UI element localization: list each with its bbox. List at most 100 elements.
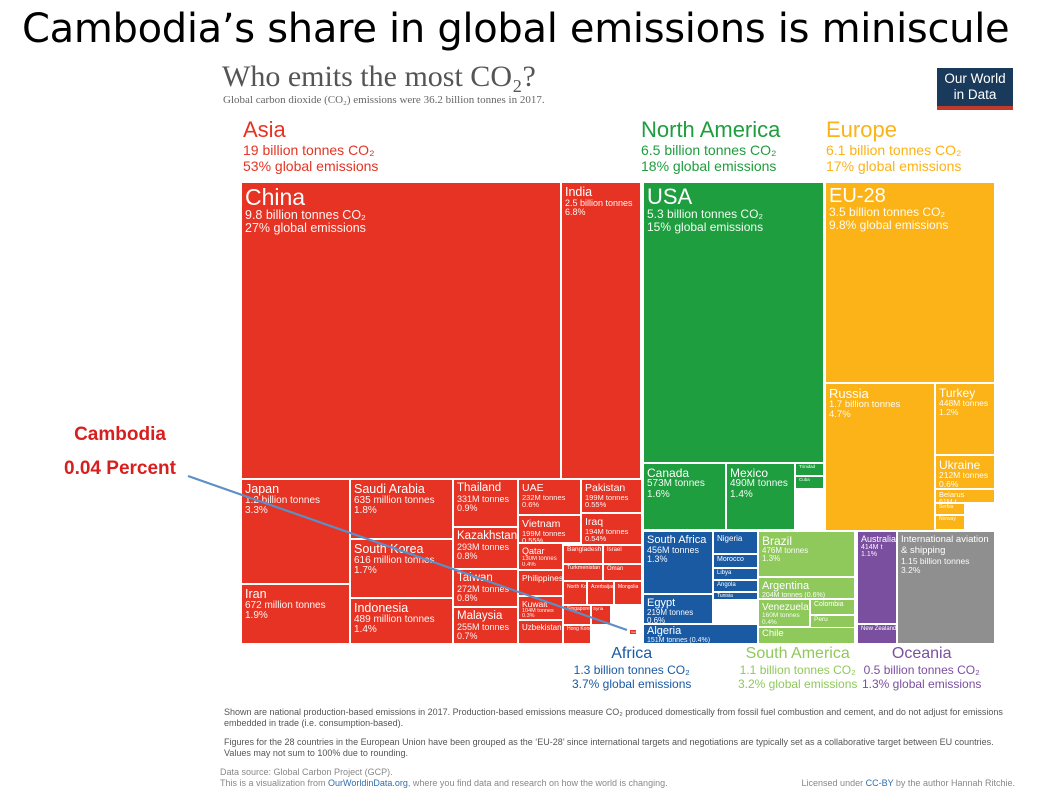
cell-value: 3.5 billion tonnes CO₂ [829, 205, 946, 219]
cell-share: 1.1% [861, 551, 877, 559]
cell-name: Malaysia [457, 610, 503, 622]
cell-share: 1.7% [354, 565, 377, 576]
cambodia-annotation: Cambodia 0.04 Percent [40, 418, 200, 486]
cell-value: 490M tonnes [730, 478, 788, 489]
license-link[interactable]: CC-BY [865, 778, 894, 788]
region-label-asia: Asia 19 billion tonnes CO₂ 53% global emis… [243, 117, 379, 175]
cell-name: EU-28 [829, 185, 886, 207]
treemap-cell-nigeria: Nigeria [713, 531, 758, 554]
region-name: Asia [243, 117, 286, 142]
cell-name: Israel [607, 547, 622, 553]
cell-name: Qatar [522, 546, 545, 556]
cell-name: Hong Kong [567, 626, 591, 632]
cell-value: 204M tonnes (0.6%) [762, 592, 826, 599]
treemap-cell-singapore: Singapore [563, 605, 591, 625]
treemap-cell-syria: Syria [591, 605, 611, 625]
cell-share: 1.4% [730, 488, 753, 500]
treemap-cell-libya: Libya [713, 568, 758, 580]
cell-name: Venezuela [762, 602, 809, 613]
license-credit: Licensed under CC-BY by the author Hanna… [802, 778, 1015, 789]
treemap-cell-morocco: Morocco [713, 554, 758, 568]
treemap-cell-cuba: Cuba [795, 476, 824, 489]
cell-value: 414M t [861, 544, 883, 551]
cell-share: 1.3% [647, 554, 668, 565]
cell-share: 1.8% [354, 505, 377, 516]
region-share: 3.7% global emissions [572, 677, 692, 691]
cell-share: 0.6% [939, 478, 959, 489]
treemap-cell-south-africa: South Africa 456M tonnes 1.3% [643, 531, 713, 594]
region-share: 53% global emissions [243, 158, 379, 174]
cell-name: Turkmenistan [567, 565, 601, 571]
cell-share: 1.2% [939, 406, 959, 417]
cell-share: 3.2% [901, 564, 921, 575]
cell-share: 15% global emissions [647, 219, 764, 234]
treemap-cell-trinidad: Trinidad [795, 463, 824, 476]
treemap-cell-belarus: Belarus 61M t [935, 489, 995, 503]
cell-value: 5.3 billion tonnes CO₂ [647, 207, 764, 221]
region-share: 3.2% global emissions [738, 677, 858, 691]
treemap-cell-north-korea: North Korea [563, 581, 587, 605]
source-block: Data source: Global Carbon Project (GCP)… [220, 767, 1015, 789]
cell-name: Serbia [939, 504, 954, 510]
cell-name: Nigeria [717, 534, 743, 543]
treemap-cell-azerbaijan: Azerbaijan [587, 581, 614, 605]
treemap-cell-bangladesh: Bangladesh [563, 545, 603, 564]
treemap-cell-kazakhstan: Kazakhstan 293M tonnes 0.8% [453, 527, 518, 569]
region-value: 1.3 billion tonnes CO₂ [573, 663, 690, 677]
cell-name: Algeria [647, 625, 682, 637]
treemap-cell-eu-28: EU-28 3.5 billion tonnes CO₂ 9.8% global e… [825, 182, 995, 383]
cell-share: 6.8% [565, 206, 586, 217]
treemap-cell-cambodia: Cambodia [629, 629, 637, 635]
treemap-cell-malaysia: Malaysia 255M tonnes 0.7% [453, 607, 518, 644]
treemap-cell-tunisia: Tunisia [713, 592, 758, 600]
cell-name: Russia [829, 386, 869, 401]
treemap-cell-pakistan: Pakistan 199M tonnes 0.55% [581, 479, 642, 513]
treemap-cell-canada: Canada 573M tonnes 1.6% [643, 463, 726, 530]
cell-name: South Korea [354, 542, 424, 556]
treemap-cell-hong-kong: Hong Kong [563, 625, 591, 644]
cell-share: 1.4% [354, 624, 377, 635]
cell-name: Ukraine [939, 458, 981, 472]
region-name: North America [641, 117, 781, 142]
treemap-cell-argentina: Argentina 204M tonnes (0.6%) [758, 577, 855, 599]
treemap-cell-russia: Russia 1.7 billion tonnes 4.7% [825, 383, 935, 531]
cell-share: 9.8% global emissions [829, 217, 949, 232]
cell-name: Iran [245, 587, 267, 601]
treemap-cell-uae: UAE 232M tonnes 0.6% [518, 479, 581, 515]
treemap-cell-kuwait: Kuwait 104M tonnes 0.3% [518, 596, 563, 620]
treemap-cell-india: India 2.5 billion tonnes 6.8% [561, 182, 641, 479]
viz-credit: This is a visualization from OurWorldinD… [220, 778, 1015, 789]
region-label-oceania: Oceania 0.5 billion tonnes CO₂ 1.3% global… [862, 645, 981, 691]
owid-link[interactable]: OurWorldinData.org [328, 778, 408, 788]
cell-share: 0.4% [762, 618, 777, 626]
cell-name: Belarus [939, 490, 965, 499]
region-name: Africa [611, 645, 653, 662]
region-label-europe: Europe 6.1 billion tonnes CO₂ 17% global e… [826, 118, 961, 175]
cell-value: 573M tonnes [647, 478, 705, 489]
treemap-cell-iraq: Iraq 194M tonnes 0.54% [581, 513, 642, 545]
region-name: Oceania [891, 645, 952, 662]
cell-name: Thailand [457, 482, 502, 494]
treemap-cell-venezuela: Venezuela 160M tonnes 0.4% [758, 599, 810, 627]
cell-name: Saudi Arabia [354, 482, 425, 496]
region-share: 18% global emissions [641, 158, 777, 174]
treemap-cell-china: China 9.8 billion tonnes CO₂ 27% global em… [241, 182, 561, 479]
cell-value: 61M t [939, 498, 957, 503]
cell-name: Bangladesh [567, 546, 602, 553]
cell-name: Morocco [717, 556, 744, 563]
cell-name: Vietnam [522, 518, 561, 530]
treemap-cell-new-zealand: New Zealand [857, 624, 897, 644]
owid-logo[interactable]: Our World in Data [937, 68, 1013, 110]
treemap-cell-philippines: Philippines [518, 570, 563, 596]
treemap-cell-australia: Australia 414M t 1.1% [857, 531, 897, 624]
cell-name: International aviation & shipping [901, 534, 989, 556]
cell-name: Cuba [799, 477, 810, 482]
logo-line-1: Our World [944, 71, 1006, 86]
cell-name: Argentina [762, 580, 810, 592]
cell-share: 0.6% [647, 616, 666, 624]
footnote-1: Shown are national production-based emis… [224, 707, 1003, 728]
license-prefix: Licensed under [801, 778, 866, 788]
region-label-africa: Africa 1.3 billion tonnes CO₂ 3.7% global … [572, 645, 691, 691]
cell-name: Mongolia [618, 584, 639, 590]
chart-subtitle: Global carbon dioxide (CO₂) emissions we… [223, 94, 545, 106]
